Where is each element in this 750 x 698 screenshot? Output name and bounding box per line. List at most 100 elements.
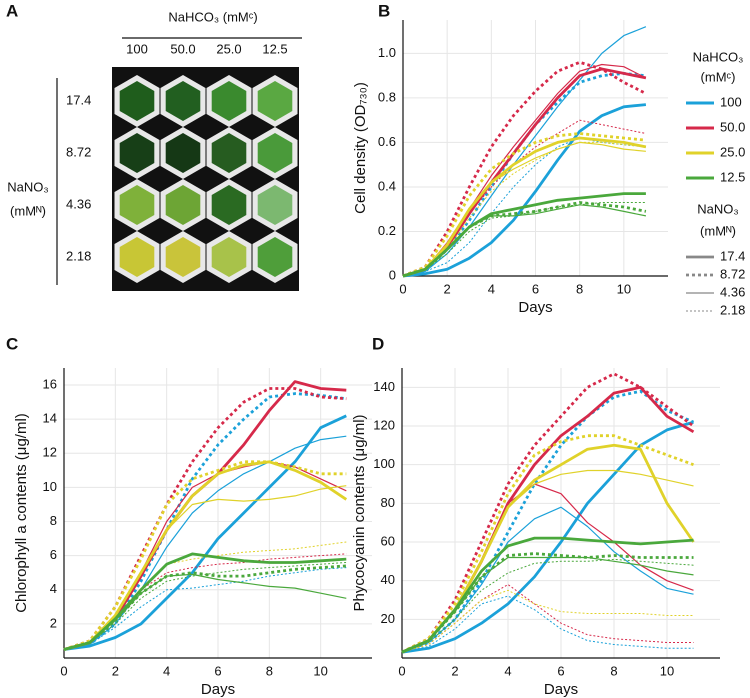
x-tick-label: 2 — [444, 281, 451, 296]
well — [165, 237, 201, 277]
well — [119, 237, 155, 277]
x-tick-label: 4 — [488, 281, 495, 296]
series-line — [63, 387, 347, 651]
x-axis-label: Days — [201, 681, 235, 698]
y-tick-label: 60 — [381, 533, 395, 548]
x-tick-label: 4 — [504, 663, 511, 678]
well — [211, 133, 247, 173]
well — [211, 237, 247, 277]
series-line — [63, 392, 347, 651]
legend-label: 17.4 — [720, 248, 745, 263]
y-tick-label: 20 — [381, 611, 395, 626]
y-tick-label: 2 — [50, 615, 57, 630]
series-line — [401, 372, 695, 654]
y-tick-label: 140 — [373, 379, 395, 394]
series-line — [402, 201, 647, 278]
legend-label: 50.0 — [720, 119, 745, 134]
y-tick-label: 4 — [50, 581, 57, 596]
row-label: 8.72 — [66, 144, 91, 159]
well — [119, 133, 155, 173]
series-line — [402, 202, 646, 277]
series-line — [402, 132, 647, 278]
column-title: NaHCO₃ (mMᶜ) — [168, 9, 257, 24]
series-line — [63, 460, 347, 651]
well — [165, 133, 201, 173]
x-tick-label: 8 — [266, 663, 273, 678]
y-tick-label: 40 — [381, 572, 395, 587]
panel-letter: B — [378, 1, 390, 20]
y-tick-label: 120 — [373, 417, 395, 432]
x-tick-label: 8 — [576, 281, 583, 296]
series-line — [63, 553, 347, 650]
series-line — [63, 541, 347, 650]
legend-title: NaHCO₃ — [693, 49, 744, 64]
series-line — [402, 141, 646, 277]
x-tick-label: 2 — [451, 663, 458, 678]
x-tick-label: 2 — [112, 663, 119, 678]
series-line — [63, 562, 347, 650]
y-tick-label: 14 — [43, 411, 57, 426]
series-line — [401, 389, 695, 654]
legend-title: NaNO₃ — [697, 201, 738, 216]
legend-label: 2.18 — [720, 302, 745, 317]
series-line — [401, 434, 694, 654]
series-line — [401, 595, 694, 653]
y-tick-label: 16 — [43, 376, 57, 391]
panel-letter: A — [6, 1, 18, 20]
legend-label: 8.72 — [720, 266, 745, 281]
x-axis-label: Days — [544, 681, 578, 698]
x-tick-label: 0 — [60, 663, 67, 678]
x-tick-label: 6 — [532, 281, 539, 296]
series-line — [402, 204, 647, 277]
y-tick-label: 0.4 — [378, 178, 396, 193]
series-line — [63, 414, 347, 651]
series-line — [402, 26, 647, 277]
series-line — [63, 485, 347, 651]
series-line — [401, 584, 694, 653]
legend-label: 100 — [720, 94, 742, 109]
y-axis-label: Cell density (OD₇₃₀) — [352, 82, 369, 214]
y-axis-label: Phycocyanin contents (μg/ml) — [351, 414, 368, 611]
y-tick-label: 0.6 — [378, 134, 396, 149]
row-title: NaNO₃ — [7, 179, 48, 194]
y-tick-label: 10 — [43, 479, 57, 494]
legend-unit: (mMᴺ) — [700, 223, 736, 238]
well — [119, 185, 155, 225]
x-tick-label: 10 — [617, 281, 631, 296]
y-tick-label: 100 — [373, 456, 395, 471]
column-label: 100 — [126, 41, 148, 56]
row-label: 4.36 — [66, 196, 91, 211]
legend-label: 4.36 — [720, 284, 745, 299]
series-line — [401, 552, 694, 654]
x-tick-label: 0 — [399, 281, 406, 296]
well — [257, 237, 293, 277]
panel-letter: C — [6, 334, 18, 353]
row-unit: (mMᴺ) — [10, 203, 46, 218]
series-line — [402, 60, 647, 278]
series-line — [401, 536, 694, 654]
well — [257, 185, 293, 225]
y-tick-label: 12 — [43, 445, 57, 460]
panel-letter: D — [372, 334, 384, 353]
x-tick-label: 4 — [163, 663, 170, 678]
x-tick-label: 6 — [557, 663, 564, 678]
well — [165, 81, 201, 121]
x-tick-label: 0 — [398, 663, 405, 678]
well — [257, 133, 293, 173]
series-line — [402, 103, 647, 278]
well — [119, 81, 155, 121]
legend-unit: (mMᶜ) — [701, 69, 736, 84]
series-line — [401, 558, 694, 653]
well — [211, 81, 247, 121]
y-tick-label: 0.2 — [378, 223, 396, 238]
x-tick-label: 10 — [313, 663, 327, 678]
y-tick-label: 0.8 — [378, 89, 396, 104]
y-tick-label: 1.0 — [378, 45, 396, 60]
x-tick-label: 10 — [660, 663, 674, 678]
well — [165, 185, 201, 225]
legend-label: 25.0 — [720, 144, 745, 159]
legend-label: 12.5 — [720, 169, 745, 184]
series-line — [401, 556, 694, 653]
y-axis-label: Chlorophyll a contents (μg/ml) — [13, 413, 30, 613]
